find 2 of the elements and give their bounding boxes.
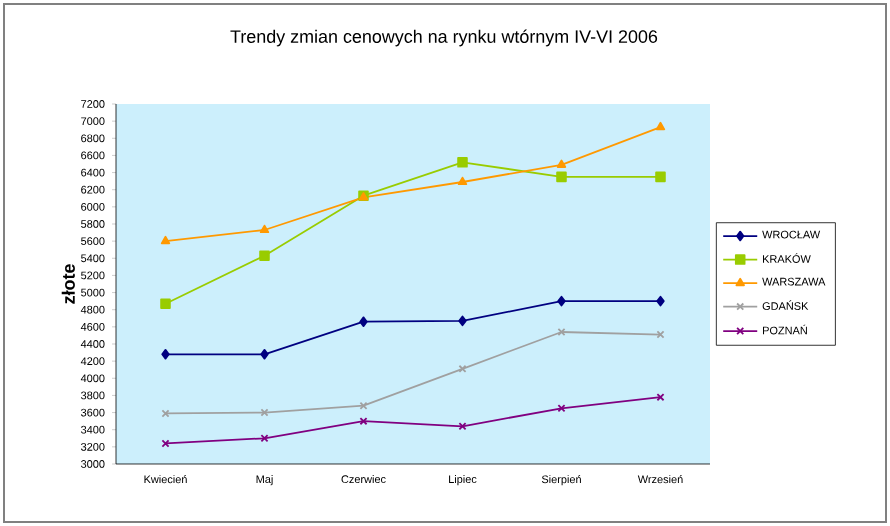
y-axis-title: złote xyxy=(61,264,75,304)
chart-title: Trendy zmian cenowych na rynku wtórnym IV-VI 2006 xyxy=(230,29,658,47)
